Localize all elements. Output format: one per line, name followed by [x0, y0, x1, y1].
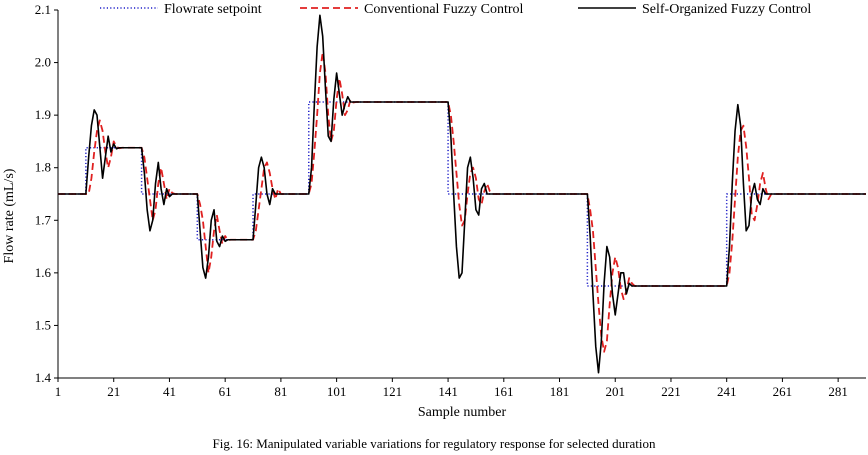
y-tick-label: 1.9 — [35, 107, 51, 122]
series-line-3 — [58, 14, 866, 374]
legend-label-1: Flowrate setpoint — [164, 2, 262, 17]
x-tick-label: 1 — [55, 384, 62, 399]
x-tick-label: 241 — [717, 384, 737, 399]
x-tick-label: 141 — [438, 384, 458, 399]
x-tick-label: 161 — [494, 384, 514, 399]
x-tick-label: 121 — [383, 384, 403, 399]
x-axis-label: Sample number — [418, 405, 507, 420]
x-tick-label: 21 — [107, 384, 120, 399]
legend-label-2: Conventional Fuzzy Control — [364, 2, 524, 17]
y-tick-label: 1.5 — [35, 317, 51, 332]
legend: Flowrate setpoint Conventional Fuzzy Cont… — [100, 2, 811, 17]
line-chart: 1.41.51.61.71.81.92.02.1 1 21 41 61 81 101 121… — [2, 2, 866, 420]
x-tick-label: 101 — [327, 384, 347, 399]
x-tick-label: 281 — [828, 384, 848, 399]
x-tick-label: 41 — [163, 384, 176, 399]
x-axis-ticks: 1 21 41 61 81 101 121 141 161 181 201 221 241 261 281 — [55, 378, 848, 399]
x-tick-label: 261 — [773, 384, 793, 399]
y-tick-label: 1.6 — [35, 265, 52, 280]
x-tick-label: 81 — [274, 384, 287, 399]
y-tick-label: 1.4 — [35, 370, 52, 385]
series-line-2 — [58, 51, 866, 353]
y-axis-ticks: 1.4 1.5 1.6 1.7 1.8 1.9 2.0 2.1 — [35, 2, 58, 385]
y-tick-label: 2.1 — [35, 2, 51, 17]
y-tick-label: 1.8 — [35, 160, 51, 175]
figure-caption: Fig. 16: Manipulated variable variations… — [212, 436, 656, 451]
y-axis-label: Flow rate (mL/s) — [2, 168, 17, 263]
x-tick-label: 181 — [550, 384, 570, 399]
x-tick-label: 61 — [219, 384, 232, 399]
y-tick-label: 2.0 — [35, 55, 51, 70]
x-tick-label: 201 — [605, 384, 625, 399]
series-layer — [58, 14, 866, 374]
y-tick-label: 1.7 — [35, 212, 52, 227]
x-tick-label: 221 — [661, 384, 681, 399]
legend-label-3: Self-Organized Fuzzy Control — [642, 2, 811, 17]
